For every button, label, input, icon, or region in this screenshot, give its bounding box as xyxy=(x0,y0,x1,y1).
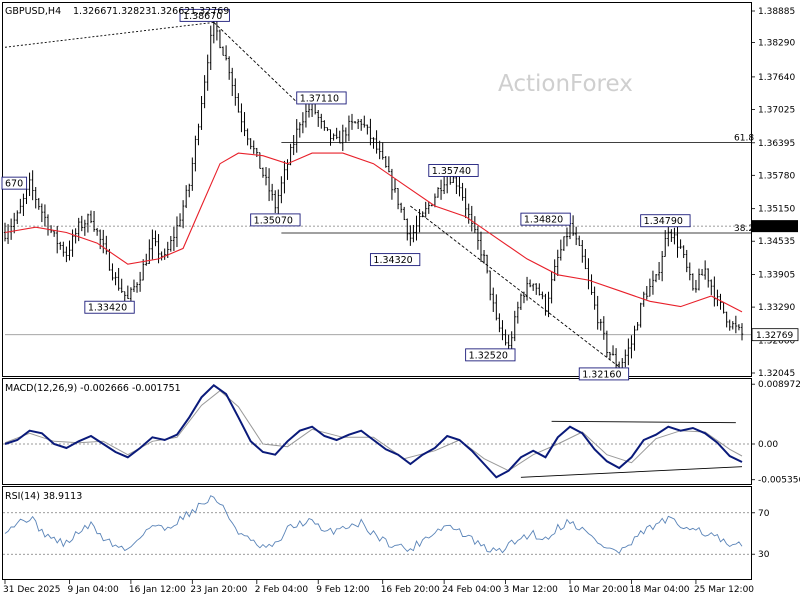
level-label-box xyxy=(296,91,347,105)
time-tick-label: 25 Mar 12:00 xyxy=(694,585,754,595)
macd-tick-label: 0.008972 xyxy=(758,380,800,390)
level-label-text: 1.32520 xyxy=(469,350,508,361)
time-tick-label: 16 Jan 12:00 xyxy=(129,585,186,595)
level-label-box xyxy=(578,367,630,381)
rsi-tick-label: 70 xyxy=(758,509,770,519)
macd-signal-line xyxy=(4,390,743,472)
level-label-box xyxy=(250,213,301,227)
key-levels-layer: 1.38670 1.37110 1.35740 1.35070 1.34820 1.347… xyxy=(1,8,691,381)
price-tick-label: 1.36395 xyxy=(758,139,795,149)
price-tick-label: 1.38885 xyxy=(758,7,795,17)
level-label-text: 1.34790 xyxy=(644,216,683,227)
level-label-text: 1.34820 xyxy=(524,215,563,226)
rsi-panel-frame xyxy=(2,486,752,580)
level-label-box xyxy=(465,348,516,362)
time-tick-label: 23 Jan 20:00 xyxy=(190,585,247,595)
price-tick-label: 1.34535 xyxy=(758,237,795,247)
price-tick-label: 1.37025 xyxy=(758,105,795,115)
current-price-text: 1.32769 xyxy=(756,331,793,341)
price-tick-label: 1.32045 xyxy=(758,369,795,379)
level-label-box xyxy=(84,300,135,314)
time-tick-label: 2 Feb 04:00 xyxy=(255,585,309,595)
macd-label: MACD(12,26,9) -0.002666 -0.001751 xyxy=(5,383,181,394)
level-label-text: 1.37110 xyxy=(300,93,339,104)
macd-main-line xyxy=(4,384,743,479)
level-label-text: 1.35070 xyxy=(254,215,293,226)
rsi-line xyxy=(4,495,743,555)
moving-average-layer xyxy=(4,152,743,313)
price-tick-label: 1.38290 xyxy=(758,38,795,48)
channel-line-0 xyxy=(213,22,301,106)
price-panel-frame xyxy=(2,2,752,377)
level-label-box xyxy=(520,212,571,226)
price-static-layer: 61.8 38.2 xyxy=(4,21,754,368)
time-tick-label: 9 Feb 12:00 xyxy=(316,585,370,595)
time-tick-label: 3 Mar 12:00 xyxy=(504,585,559,595)
macd-trendline-1 xyxy=(520,466,743,478)
channel-line-1 xyxy=(410,205,620,368)
macd-tick-label: 0.00 xyxy=(758,440,778,450)
macd-panel-frame xyxy=(2,378,752,485)
price-tick-label: 1.33905 xyxy=(758,271,795,281)
level-label-box xyxy=(369,253,421,267)
ohlc-close: 1.32769 xyxy=(190,6,229,17)
time-tick-label: 18 Mar 04:00 xyxy=(629,585,689,595)
ohlc-open: 1.32667 xyxy=(73,6,112,17)
macd-layer: 0.008972 0.00 -0.005356 xyxy=(3,380,800,486)
moving-average-line xyxy=(4,152,743,313)
watermark-text: ActionForex xyxy=(498,71,633,97)
time-tick-label: 9 Jan 04:00 xyxy=(67,585,119,595)
level-label-text: 1.33420 xyxy=(88,303,127,314)
price-tick-label: 1.37640 xyxy=(758,73,795,83)
time-axis: 31 Dec 2025 9 Jan 04:00 16 Jan 12:00 23 Jan… xyxy=(3,580,754,595)
ohlc-low: 1.32662 xyxy=(151,6,190,17)
fib-label-61.8: 61.8 xyxy=(734,134,754,144)
level-label-box xyxy=(640,214,691,228)
level-label-box xyxy=(1,176,28,190)
price-tick-label: 1.32660 xyxy=(758,336,795,346)
current-price-box xyxy=(751,328,799,342)
symbol-label: GBPUSD,H4 xyxy=(5,6,61,17)
level-label-text: 1.35740 xyxy=(432,166,471,177)
hline-price-text: 1.34820 xyxy=(756,223,793,233)
level-label-text: 1.38670 xyxy=(183,11,222,22)
top-dotted-trendline xyxy=(4,21,214,48)
level-label-box xyxy=(179,8,230,22)
hline-price-box xyxy=(752,220,798,233)
price-tick-label: 1.33290 xyxy=(758,303,795,313)
level-label-box xyxy=(428,163,479,177)
level-label-text: 1.34320 xyxy=(373,255,412,266)
price-bars-layer xyxy=(3,9,744,376)
macd-trendline-0 xyxy=(551,420,736,424)
ohlc-high: 1.32823 xyxy=(112,6,151,17)
macd-tick-label: -0.005356 xyxy=(758,476,800,486)
rsi-tick-label: 30 xyxy=(758,550,770,560)
time-tick-label: 16 Feb 20:00 xyxy=(381,585,440,595)
fib-label-38.2: 38.2 xyxy=(734,224,754,234)
time-tick-label: 10 Mar 20:00 xyxy=(568,585,628,595)
rsi-label: RSI(14) 38.9113 xyxy=(5,491,82,502)
rsi-layer: 70 30 xyxy=(3,495,770,560)
price-tick-label: 1.35150 xyxy=(758,205,795,215)
level-label-text: 670 xyxy=(5,179,23,190)
time-tick-label: 31 Dec 2025 xyxy=(3,585,61,595)
price-tick-label: 1.35780 xyxy=(758,171,795,181)
time-tick-label: 24 Feb 04:00 xyxy=(442,585,501,595)
level-label-text: 1.32160 xyxy=(582,369,621,380)
price-axis: 1.38885 1.38290 1.37640 1.37025 1.36395 1.357… xyxy=(751,7,799,379)
